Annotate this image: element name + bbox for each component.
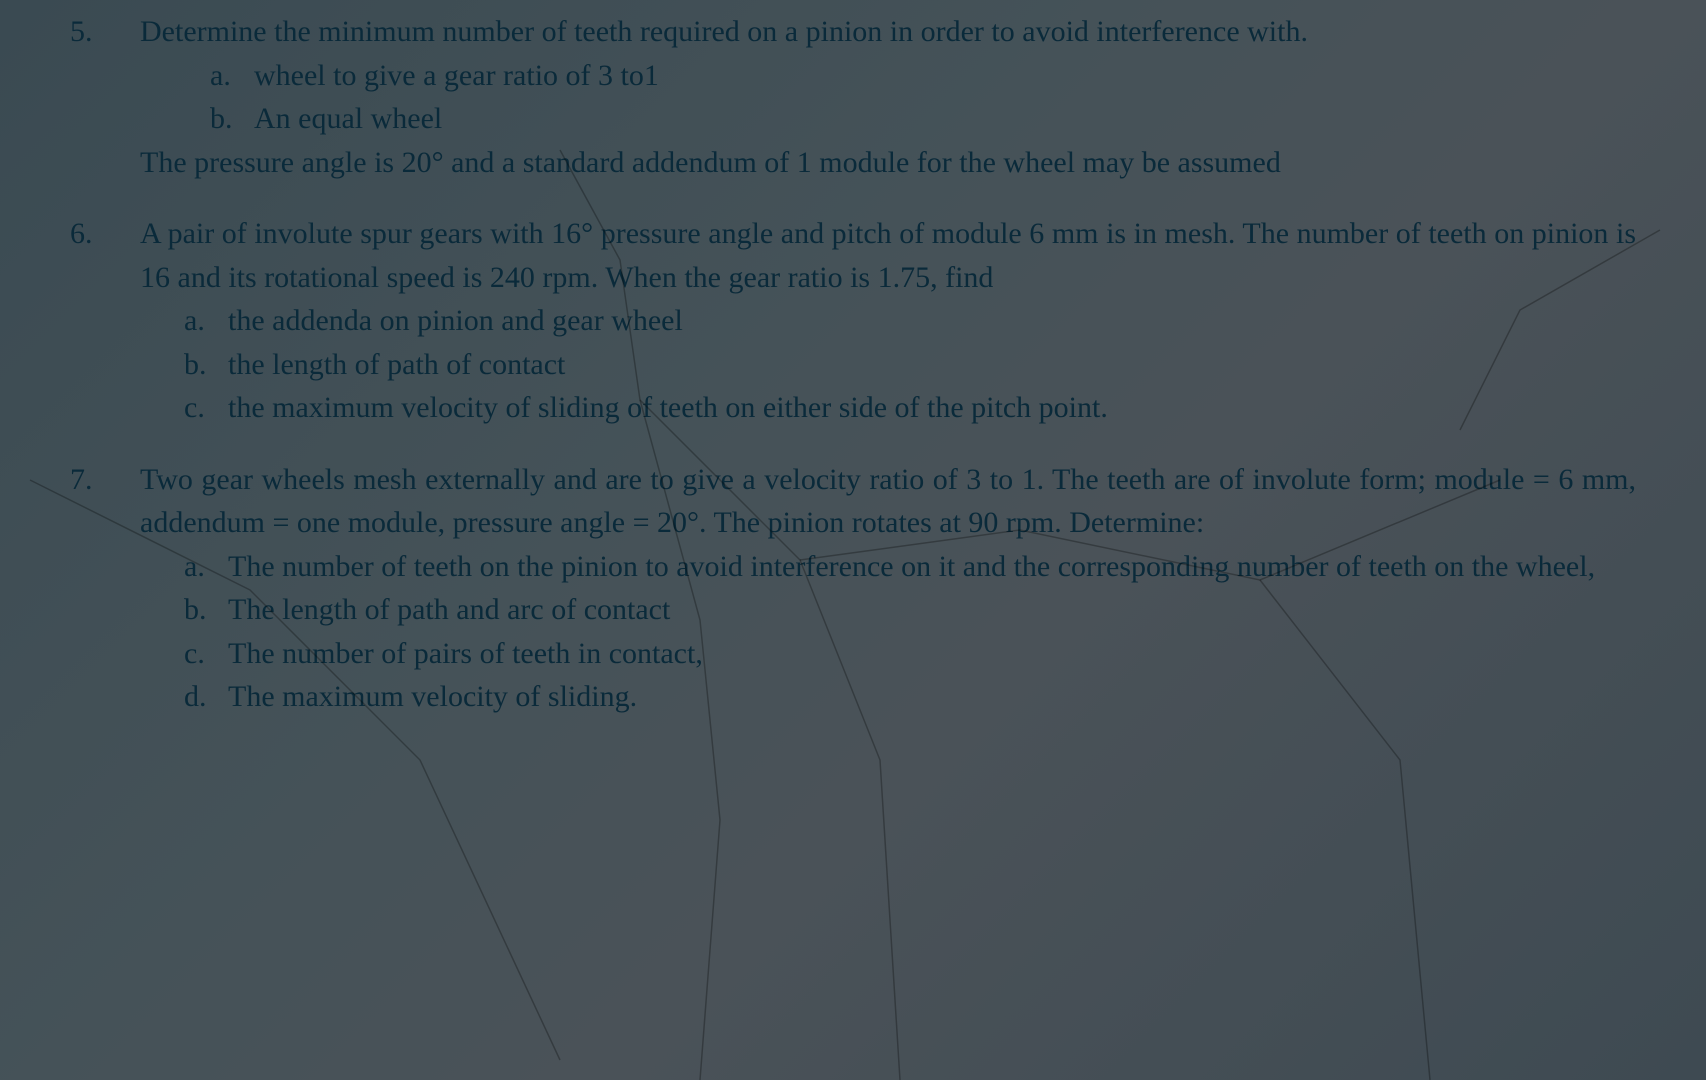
question-body: A pair of involute spur gears with 16° p… [140,212,1636,430]
sub-item: d. The maximum velocity of sliding. [184,675,1636,719]
sub-text: The length of path and arc of contact [228,588,670,632]
sub-item: c. The number of pairs of teeth in conta… [184,632,1636,676]
sub-letter: a. [184,299,228,343]
sub-letter: c. [184,632,228,676]
sub-text: An equal wheel [254,97,442,141]
sub-letter: a. [184,545,228,589]
question-7: 7. Two gear wheels mesh externally and a… [70,458,1636,719]
question-6: 6. A pair of involute spur gears with 16… [70,212,1636,430]
sub-text: the maximum velocity of sliding of teeth… [228,386,1108,430]
sub-text: the length of path of contact [228,343,565,387]
question-number: 6. [70,212,140,430]
sub-item: b. An equal wheel [210,97,1636,141]
sub-letter: b. [184,343,228,387]
sub-text: The number of pairs of teeth in contact, [228,632,703,676]
sub-letter: b. [210,97,254,141]
sub-text: the addenda on pinion and gear wheel [228,299,683,343]
sub-item: c. the maximum velocity of sliding of te… [184,386,1636,430]
sub-text: The maximum velocity of sliding. [228,675,637,719]
question-lead: Determine the minimum number of teeth re… [140,10,1636,54]
page-content: 5. Determine the minimum number of teeth… [0,0,1706,777]
sub-item: b. the length of path of contact [184,343,1636,387]
sub-letter: c. [184,386,228,430]
sub-letter: a. [210,54,254,98]
question-lead: Two gear wheels mesh externally and are … [140,458,1636,545]
question-tail: The pressure angle is 20° and a standard… [140,141,1636,185]
sub-letter: b. [184,588,228,632]
question-sublist: a. wheel to give a gear ratio of 3 to1 b… [140,54,1636,141]
sub-item: a. The number of teeth on the pinion to … [184,545,1636,589]
sub-item: a. wheel to give a gear ratio of 3 to1 [210,54,1636,98]
sub-item: a. the addenda on pinion and gear wheel [184,299,1636,343]
question-body: Two gear wheels mesh externally and are … [140,458,1636,719]
sub-text: The number of teeth on the pinion to avo… [228,545,1636,589]
question-body: Determine the minimum number of teeth re… [140,10,1636,184]
question-sublist: a. the addenda on pinion and gear wheel … [140,299,1636,430]
question-number: 7. [70,458,140,719]
sub-item: b. The length of path and arc of contact [184,588,1636,632]
sub-text: wheel to give a gear ratio of 3 to1 [254,54,659,98]
question-number: 5. [70,10,140,184]
question-lead: A pair of involute spur gears with 16° p… [140,212,1636,299]
question-5: 5. Determine the minimum number of teeth… [70,10,1636,184]
question-sublist: a. The number of teeth on the pinion to … [140,545,1636,719]
sub-letter: d. [184,675,228,719]
